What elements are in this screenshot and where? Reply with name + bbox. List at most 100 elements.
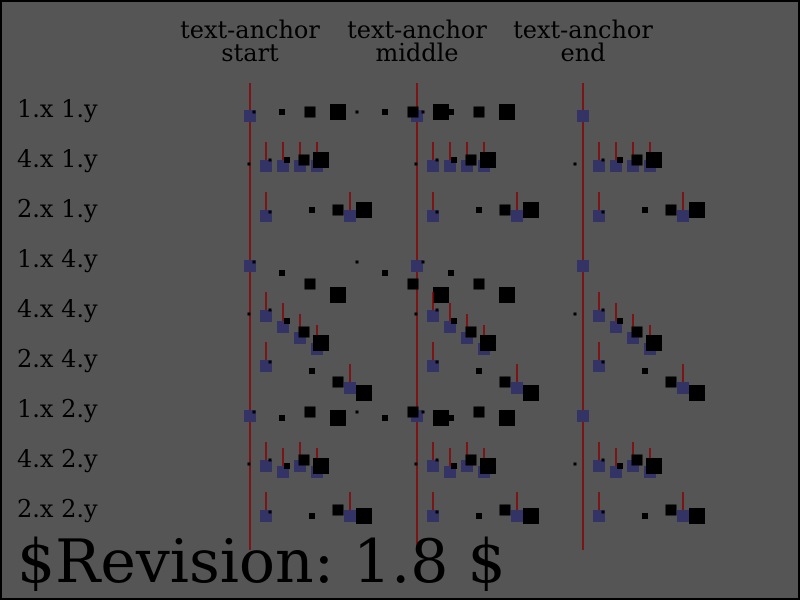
position-marker xyxy=(344,510,356,522)
position-marker xyxy=(593,460,605,472)
glyph-square xyxy=(309,207,315,213)
glyph-square xyxy=(407,406,419,418)
glyph-square xyxy=(298,154,310,166)
glyph-square xyxy=(573,162,577,166)
column-header-end-line2: end xyxy=(560,39,605,67)
glyph-square xyxy=(252,410,256,414)
glyph-square xyxy=(279,109,285,115)
glyph-square xyxy=(279,270,285,276)
glyph-square xyxy=(304,278,316,290)
glyph-square xyxy=(268,158,272,162)
position-marker xyxy=(593,310,605,322)
glyph-square xyxy=(433,410,449,426)
glyph-square xyxy=(355,110,359,114)
glyph-square xyxy=(631,326,643,338)
position-marker xyxy=(427,310,439,322)
glyph-square xyxy=(499,504,511,516)
glyph-square xyxy=(421,110,425,114)
glyph-square xyxy=(304,106,316,118)
glyph-square xyxy=(382,109,388,115)
glyph-square xyxy=(433,287,449,303)
glyph-square xyxy=(435,210,439,214)
glyph-square xyxy=(465,454,477,466)
glyph-square xyxy=(448,415,454,421)
glyph-square xyxy=(642,207,648,213)
position-marker xyxy=(260,310,272,322)
glyph-square xyxy=(313,458,329,474)
glyph-square xyxy=(499,376,511,388)
glyph-square xyxy=(247,462,251,466)
glyph-square xyxy=(268,510,272,514)
glyph-square xyxy=(642,513,648,519)
glyph-square xyxy=(332,504,344,516)
glyph-square xyxy=(573,312,577,316)
glyph-square xyxy=(646,458,662,474)
glyph-square xyxy=(407,278,419,290)
glyph-square xyxy=(304,406,316,418)
glyph-square xyxy=(689,202,705,218)
glyph-square xyxy=(330,287,346,303)
row-label-3: 2.x 1.y xyxy=(17,195,98,223)
glyph-square xyxy=(617,318,623,324)
glyph-square xyxy=(465,154,477,166)
column-header-middle-line1: text-anchor xyxy=(347,16,487,44)
position-marker xyxy=(677,382,689,394)
glyph-square xyxy=(480,335,496,351)
row-label-8: 4.x 2.y xyxy=(17,445,98,473)
glyph-square xyxy=(665,204,677,216)
glyph-square xyxy=(268,210,272,214)
row-label-5: 4.x 4.y xyxy=(17,295,98,323)
glyph-square xyxy=(642,368,648,374)
glyph-square xyxy=(309,513,315,519)
anchor-guide-lines xyxy=(249,83,584,550)
glyph-square xyxy=(448,270,454,276)
glyph-square xyxy=(284,318,290,324)
glyph-square xyxy=(407,106,419,118)
position-marker xyxy=(344,382,356,394)
row-label-2: 4.x 1.y xyxy=(17,145,98,173)
glyph-square xyxy=(298,454,310,466)
column-header-middle-line2: middle xyxy=(375,39,458,67)
glyph-square xyxy=(499,104,515,120)
glyph-square xyxy=(421,260,425,264)
column-header-end-line1: text-anchor xyxy=(513,16,653,44)
glyph-square xyxy=(451,157,457,163)
glyph-square xyxy=(499,204,511,216)
glyph-square xyxy=(499,410,515,426)
row-label-6: 2.x 4.y xyxy=(17,345,98,373)
glyph-square xyxy=(601,510,605,514)
glyph-square xyxy=(665,376,677,388)
glyph-square xyxy=(523,202,539,218)
glyph-square xyxy=(414,312,418,316)
position-marker xyxy=(577,410,589,422)
glyph-square xyxy=(332,376,344,388)
row-label-7: 1.x 2.y xyxy=(17,395,98,423)
position-marker xyxy=(677,510,689,522)
glyph-square xyxy=(284,463,290,469)
glyph-square xyxy=(689,508,705,524)
glyph-square xyxy=(601,210,605,214)
glyph-square xyxy=(356,202,372,218)
row-label-4: 1.x 4.y xyxy=(17,245,98,273)
position-marker xyxy=(511,210,523,222)
position-marker xyxy=(260,460,272,472)
glyph-square xyxy=(433,104,449,120)
glyph-square xyxy=(617,157,623,163)
glyph-square xyxy=(476,207,482,213)
glyph-square xyxy=(601,308,605,312)
column-headers: text-anchor start text-anchor middle tex… xyxy=(180,16,653,67)
glyph-square xyxy=(473,406,485,418)
position-marker xyxy=(577,110,589,122)
glyph-square xyxy=(689,385,705,401)
glyph-square xyxy=(646,152,662,168)
position-marker xyxy=(260,160,272,172)
glyph-square xyxy=(355,410,359,414)
glyph-square xyxy=(480,458,496,474)
glyph-square xyxy=(414,462,418,466)
glyph-square xyxy=(268,360,272,364)
row-label-9: 2.x 2.y xyxy=(17,495,98,523)
position-marker xyxy=(511,382,523,394)
column-header-start-line2: start xyxy=(221,39,279,67)
